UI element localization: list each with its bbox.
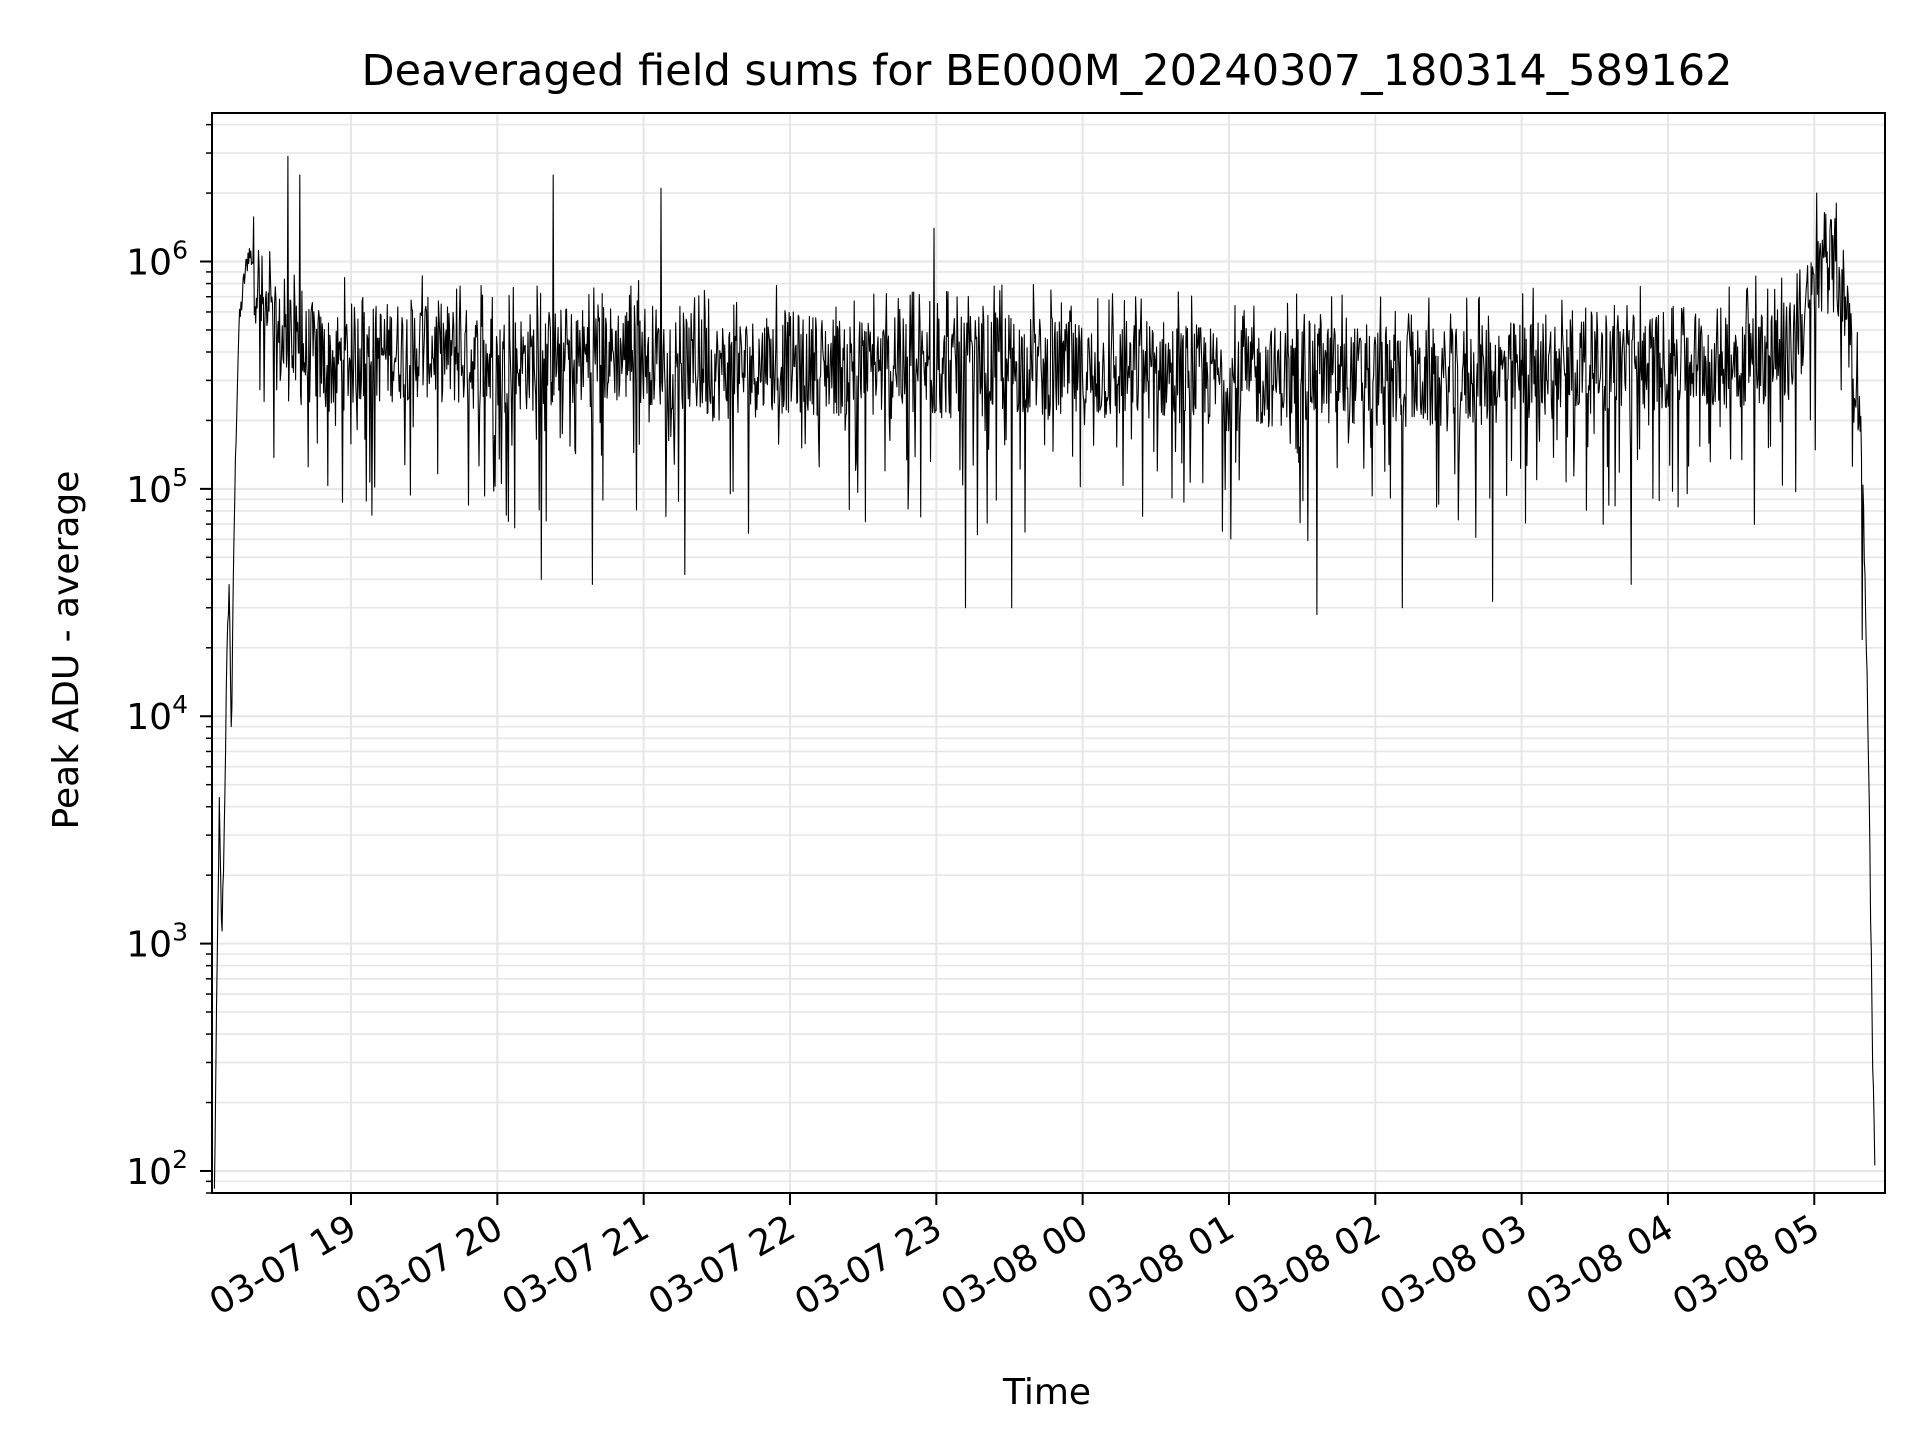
x-axis-label: Time: [1002, 1372, 1091, 1413]
gridlines: [212, 113, 1885, 1194]
y-tick-label: 103: [126, 918, 188, 966]
y-tick-label: 104: [126, 690, 188, 738]
y-axis-label: Peak ADU - average: [46, 471, 87, 830]
chart-title: Deaveraged field sums for BE000M_2024030…: [362, 46, 1733, 96]
y-tick-label: 106: [126, 236, 188, 284]
y-tick-label: 102: [126, 1145, 188, 1193]
y-tick-label: 105: [126, 463, 188, 511]
series-line: [213, 155, 1876, 1189]
plot-frame: [211, 112, 1886, 1194]
series-layer: [213, 155, 1876, 1189]
